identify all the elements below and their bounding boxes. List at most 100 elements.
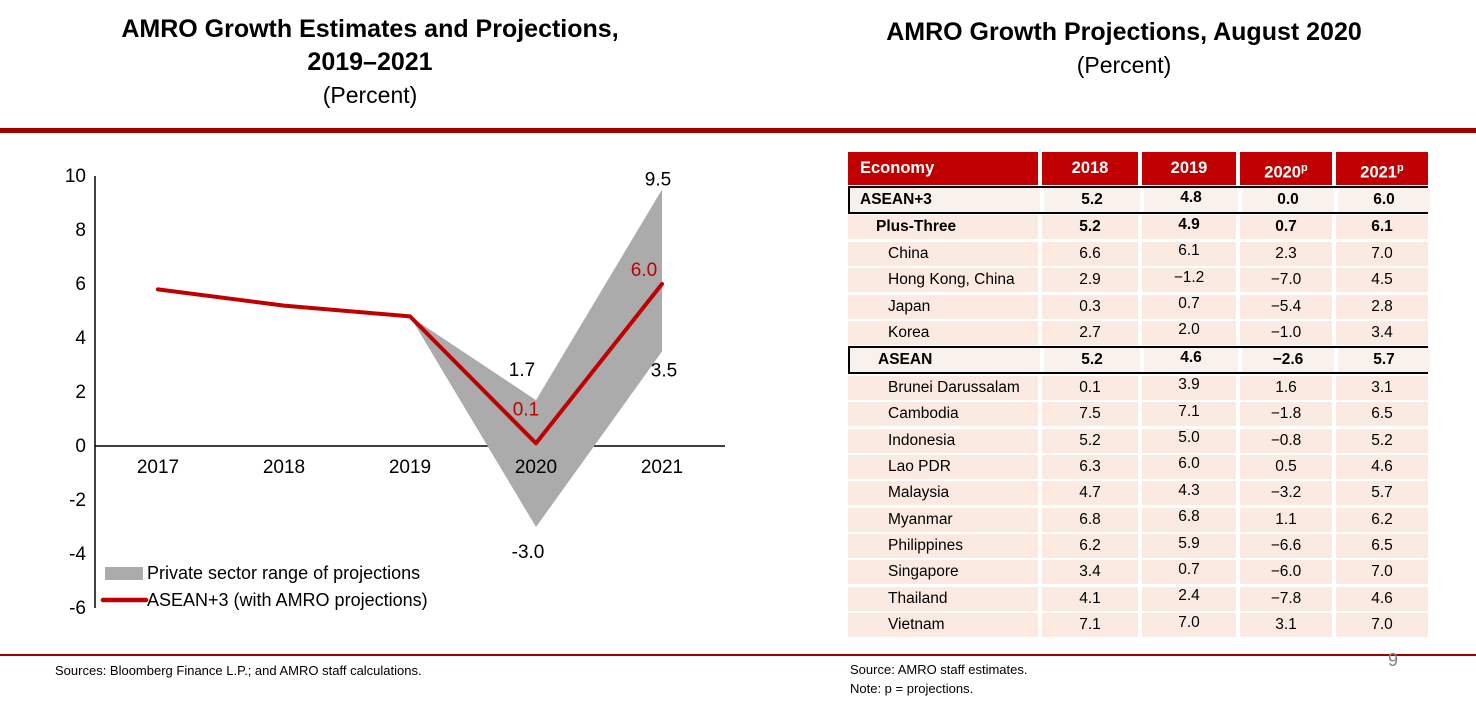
value-cell: 2.4 bbox=[1142, 586, 1236, 611]
value-cell: 5.2 bbox=[1044, 188, 1140, 212]
value-cell: 0.7 bbox=[1240, 215, 1332, 240]
value-cell: 4.8 bbox=[1144, 188, 1238, 212]
growth-projections-table: Economy 2018 2019 2020p 2021p ASEAN+3 5.2 4.8 0… bbox=[848, 152, 1430, 638]
economy-cell: Malaysia bbox=[848, 481, 1038, 506]
value-cell: 6.2 bbox=[1042, 534, 1138, 559]
y-tick-label: 6 bbox=[75, 274, 86, 295]
value-cell: 0.3 bbox=[1042, 294, 1138, 319]
header-cell-economy: Economy bbox=[848, 152, 1038, 185]
value-cell: −1.2 bbox=[1142, 268, 1236, 293]
value-cell: −2.6 bbox=[1242, 348, 1334, 373]
chart-point-label: -3.0 bbox=[512, 542, 545, 563]
y-tick-label: 0 bbox=[75, 436, 86, 457]
table-row-vietnam: Vietnam 7.1 7.0 3.1 7.0 bbox=[848, 613, 1428, 638]
economy-cell: China bbox=[848, 241, 1038, 266]
table-body: ASEAN+3 5.2 4.8 0.0 6.0 Plus-Three 5.2 4.9 0.7 6.… bbox=[848, 186, 1430, 638]
chart-point-label: 9.5 bbox=[645, 170, 671, 191]
economy-cell: ASEAN+3 bbox=[850, 188, 1040, 212]
table-row-china: China 6.6 6.1 2.3 7.0 bbox=[848, 241, 1428, 266]
value-cell: 6.6 bbox=[1042, 241, 1138, 266]
value-cell: 0.1 bbox=[1042, 375, 1138, 400]
value-cell: 6.8 bbox=[1142, 507, 1236, 532]
table-row-japan: Japan 0.3 0.7 −5.4 2.8 bbox=[848, 294, 1428, 319]
value-cell: 0.7 bbox=[1142, 560, 1236, 585]
legend-band-label: Private sector range of projections bbox=[147, 563, 420, 583]
table-row-philippines: Philippines 6.2 5.9 −6.6 6.5 bbox=[848, 534, 1428, 559]
growth-projections-chart: -6 -4 -2 0 2 4 6 8 10 2017 2018 2019 2020 2021 1.7 0.1 -… bbox=[65, 166, 725, 619]
value-cell: 7.0 bbox=[1142, 613, 1236, 638]
value-cell: 6.1 bbox=[1336, 215, 1428, 240]
chart-point-label: 0.1 bbox=[513, 399, 539, 420]
value-cell: 0.5 bbox=[1240, 454, 1332, 479]
x-tick-label: 2017 bbox=[137, 457, 179, 478]
right-source-block: Source: AMRO staff estimates. Note: p = … bbox=[850, 660, 1028, 698]
value-cell: 3.1 bbox=[1240, 613, 1332, 638]
value-cell: 6.2 bbox=[1336, 507, 1428, 532]
value-cell: −1.8 bbox=[1240, 402, 1332, 427]
economy-cell: Japan bbox=[848, 294, 1038, 319]
value-cell: 2.7 bbox=[1042, 320, 1138, 345]
value-cell: 6.5 bbox=[1336, 402, 1428, 427]
table-row-indonesia: Indonesia 5.2 5.0 −0.8 5.2 bbox=[848, 428, 1428, 453]
table-row-malaysia: Malaysia 4.7 4.3 −3.2 5.7 bbox=[848, 481, 1428, 506]
value-cell: 1.6 bbox=[1240, 375, 1332, 400]
table-row-plus-three: Plus-Three 5.2 4.9 0.7 6.1 bbox=[848, 215, 1428, 240]
y-tick-label: 2 bbox=[75, 382, 86, 403]
value-cell: 6.0 bbox=[1338, 188, 1430, 212]
value-cell: 7.1 bbox=[1142, 402, 1236, 427]
table-row-myanmar: Myanmar 6.8 6.8 1.1 6.2 bbox=[848, 507, 1428, 532]
x-tick-label: 2018 bbox=[263, 457, 305, 478]
page-number: 9 bbox=[1388, 650, 1399, 670]
left-title-line2: 2019–2021 bbox=[307, 48, 433, 76]
chart-point-label: 1.7 bbox=[509, 360, 535, 381]
value-cell: 5.7 bbox=[1338, 348, 1430, 373]
value-cell: 3.1 bbox=[1336, 375, 1428, 400]
value-cell: −1.0 bbox=[1240, 320, 1332, 345]
value-cell: 4.6 bbox=[1336, 586, 1428, 611]
value-cell: 5.2 bbox=[1336, 428, 1428, 453]
economy-cell: Indonesia bbox=[848, 428, 1038, 453]
value-cell: 6.3 bbox=[1042, 454, 1138, 479]
table-row-brunei-darussalam: Brunei Darussalam 0.1 3.9 1.6 3.1 bbox=[848, 375, 1428, 400]
value-cell: 4.1 bbox=[1042, 586, 1138, 611]
economy-cell: Cambodia bbox=[848, 402, 1038, 427]
y-tick-label: -4 bbox=[69, 544, 86, 565]
bottom-red-rule bbox=[0, 654, 1476, 656]
economy-cell: Singapore bbox=[848, 560, 1038, 585]
value-cell: 4.6 bbox=[1336, 454, 1428, 479]
right-title-subtitle: (Percent) bbox=[1076, 52, 1172, 78]
value-cell: 2.3 bbox=[1240, 241, 1332, 266]
value-cell: 7.0 bbox=[1336, 613, 1428, 638]
value-cell: 2.8 bbox=[1336, 294, 1428, 319]
economy-cell: ASEAN bbox=[850, 348, 1040, 373]
value-cell: −5.4 bbox=[1240, 294, 1332, 319]
value-cell: 2.0 bbox=[1142, 320, 1236, 345]
legend-line-label: ASEAN+3 (with AMRO projections) bbox=[147, 590, 428, 610]
header-cell-2021: 2021p bbox=[1336, 152, 1428, 185]
value-cell: 0.0 bbox=[1242, 188, 1334, 212]
value-cell: 5.0 bbox=[1142, 428, 1236, 453]
table-row-thailand: Thailand 4.1 2.4 −7.8 4.6 bbox=[848, 586, 1428, 611]
value-cell: 3.4 bbox=[1336, 320, 1428, 345]
value-cell: 5.2 bbox=[1044, 348, 1140, 373]
economy-cell: Plus-Three bbox=[848, 215, 1038, 240]
left-chart-title: AMRO Growth Estimates and Projections, 2… bbox=[40, 13, 700, 111]
y-tick-label: -6 bbox=[69, 598, 86, 619]
table-row-hong-kong-china: Hong Kong, China 2.9 −1.2 −7.0 4.5 bbox=[848, 268, 1428, 293]
table-row-asean-3: ASEAN+3 5.2 4.8 0.0 6.0 bbox=[848, 186, 1430, 214]
value-cell: 4.5 bbox=[1336, 268, 1428, 293]
value-cell: 6.8 bbox=[1042, 507, 1138, 532]
right-table-title: AMRO Growth Projections, August 2020 (Pe… bbox=[788, 16, 1460, 81]
table-row-asean: ASEAN 5.2 4.6 −2.6 5.7 bbox=[848, 346, 1430, 375]
top-red-rule bbox=[0, 128, 1476, 133]
value-cell: −7.8 bbox=[1240, 586, 1332, 611]
table-row-singapore: Singapore 3.4 0.7 −6.0 7.0 bbox=[848, 560, 1428, 585]
value-cell: −6.0 bbox=[1240, 560, 1332, 585]
economy-cell: Vietnam bbox=[848, 613, 1038, 638]
value-cell: 7.0 bbox=[1336, 560, 1428, 585]
value-cell: 5.7 bbox=[1336, 481, 1428, 506]
asean3-projection-line bbox=[156, 282, 664, 446]
header-cell-2020: 2020p bbox=[1240, 152, 1332, 185]
value-cell: −6.6 bbox=[1240, 534, 1332, 559]
